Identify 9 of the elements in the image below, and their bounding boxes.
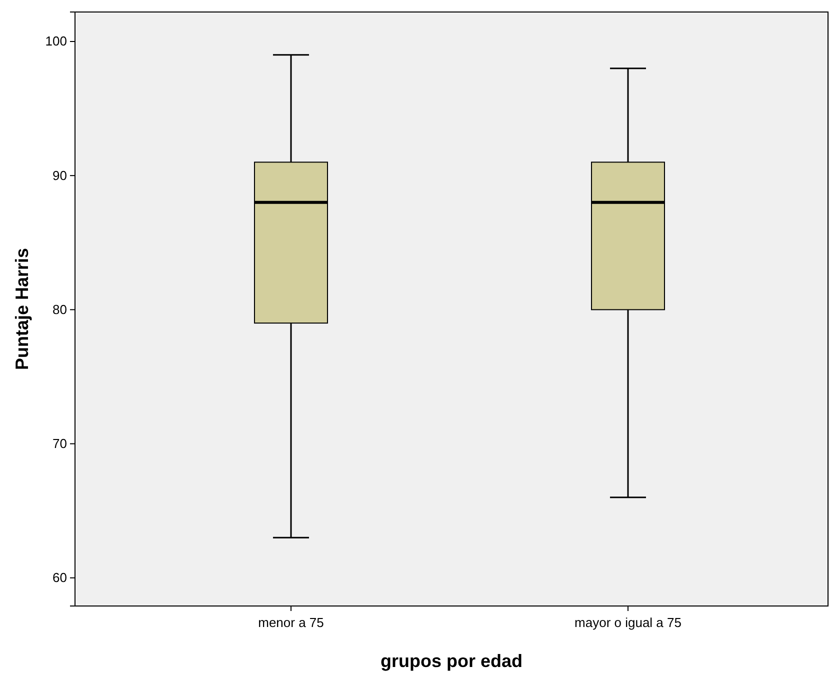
y-tick-label: 100 <box>45 34 67 49</box>
x-axis-title: grupos por edad <box>380 651 523 671</box>
y-axis-title: Puntaje Harris <box>12 248 32 370</box>
x-tick-label: mayor o igual a 75 <box>574 615 682 630</box>
y-tick-label: 80 <box>52 302 67 317</box>
y-tick-label: 60 <box>52 570 67 585</box>
x-tick-label: menor a 75 <box>258 615 324 630</box>
y-tick-label: 90 <box>52 168 67 183</box>
y-tick-label: 70 <box>52 436 67 451</box>
